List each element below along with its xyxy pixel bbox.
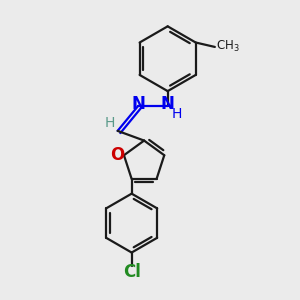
Text: CH$_3$: CH$_3$ xyxy=(216,39,240,55)
Text: H: H xyxy=(172,107,182,121)
Text: N: N xyxy=(161,95,175,113)
Text: Cl: Cl xyxy=(123,263,141,281)
Text: H: H xyxy=(104,116,115,130)
Text: O: O xyxy=(110,146,124,164)
Text: N: N xyxy=(131,95,145,113)
